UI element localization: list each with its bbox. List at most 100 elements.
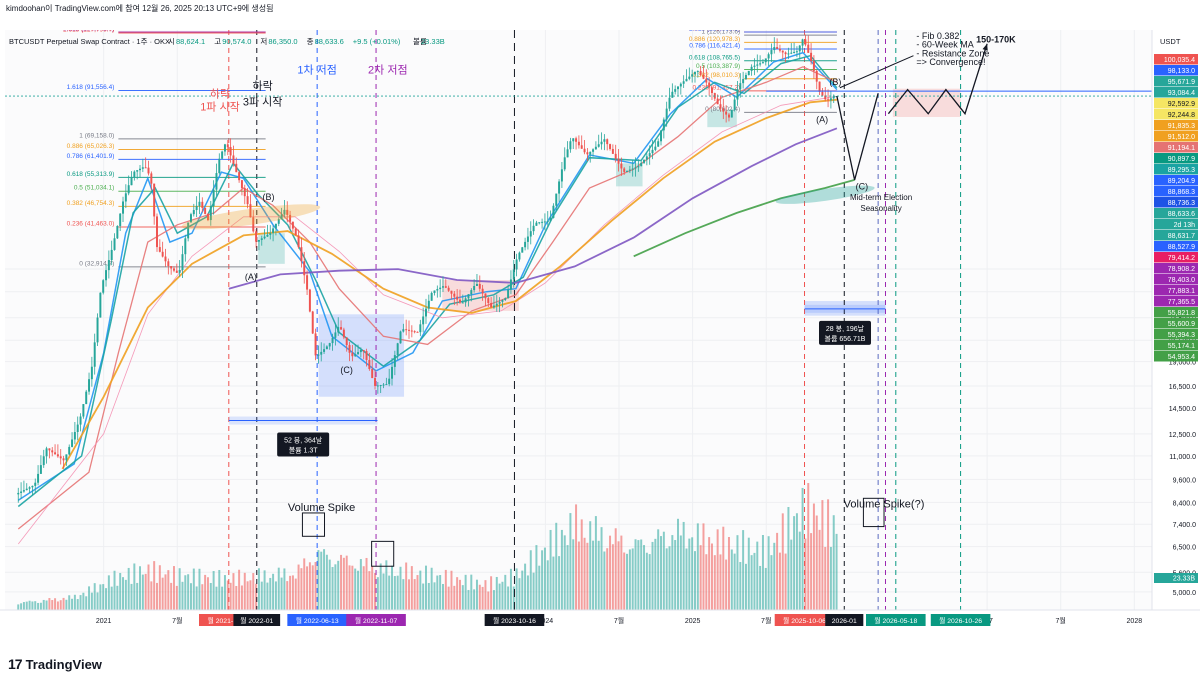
volume-bar [439,575,442,610]
volume-bar [671,535,674,610]
price-tag: 55,821.8 [1154,307,1198,318]
price-chart[interactable]: 4.236 (186,441.3)3.618 (164,043.0)2.618 … [0,0,1200,650]
candle-body [674,89,677,92]
date-marker-tag: 월 2022-11-07 [346,614,406,626]
volume-bar [102,584,105,610]
candle-body [291,221,294,229]
candle-body [677,86,679,90]
volume-bar [280,577,283,610]
volume-bar [526,575,529,610]
candle-body [512,269,515,280]
candle-body [744,74,747,80]
candle-body [206,213,209,221]
volume-bar [529,550,532,610]
volume-bar [609,535,612,610]
y-tick-label: 14,500.0 [1169,406,1196,413]
volume-bar [770,555,773,610]
volume-bar [357,570,360,610]
chart-annotation: Mid-term Election [850,193,912,202]
volume-bar [413,579,416,610]
candle-body [371,369,374,379]
candle-body [150,173,153,184]
chart-area[interactable]: 4.236 (186,441.3)3.618 (164,043.0)2.618 … [0,0,1200,650]
volume-bar [685,548,688,610]
price-tag-label: 78,908.2 [1168,266,1195,273]
candle-body [325,346,328,350]
candle-body [362,350,365,352]
x-tick-label: 7월 [1056,616,1066,625]
volume-bar [628,549,631,610]
volume-bar [62,597,65,610]
volume-bar [306,566,309,610]
volume-bar [767,536,770,610]
volume-bar [634,539,637,610]
volume-bar [677,518,679,610]
volume-bar [583,537,586,610]
volume-bar [28,600,31,610]
price-tag-label: 55,600.9 [1168,321,1195,328]
volume-bar [696,523,699,610]
price-tag: 78,908.2 [1154,263,1198,274]
volume-bar [311,565,314,610]
volume-bar [736,535,739,610]
volume-bar [555,522,558,610]
volume-bar [464,574,467,610]
volume-bar [425,565,427,610]
candle-body [829,98,832,101]
candle-body [62,458,65,461]
candle-body [28,487,31,489]
volume-bar [22,602,25,610]
projection-path [836,93,879,181]
footer [0,650,1200,682]
candle-body [311,311,314,334]
candle-body [736,89,739,100]
chart-annotation: 1차 저점 [297,64,337,77]
date-marker-bg [930,614,991,626]
price-tag-bg [1154,175,1198,186]
volume-bar [569,513,572,610]
candle-body [560,169,563,182]
x-tick-label: 7월 [172,616,182,625]
candle-body [787,53,790,55]
date-marker-label: 월 2022-01 [240,616,273,625]
volume-bar [827,499,830,610]
candle-body [59,456,62,459]
volume-bar [750,555,753,610]
highlight-ellipse [181,204,321,230]
candle-body [470,290,473,295]
volume-bar [371,565,374,610]
candle-body [668,97,671,109]
candle-body [759,63,762,65]
candle-body [552,205,555,218]
price-tag: 79,414.2 [1154,252,1198,263]
volume-bar [560,529,563,610]
candle-body [685,78,688,82]
candle-body [218,158,221,174]
volume-bar [235,585,238,610]
candle-body [189,214,192,223]
date-marker-label: 월 2026-10-26 [939,616,982,625]
volume-bar [795,513,798,610]
candle-body [192,210,195,215]
candle-body [611,148,614,154]
volume-bar [260,581,263,610]
candle-body [742,79,745,84]
price-tag-bg [1154,318,1198,329]
tradingview-logo[interactable]: 17 TradingView [8,656,102,672]
price-tag-bg [1154,197,1198,208]
volume-bar [614,528,617,610]
candle-body [815,70,818,82]
range-info-bg [277,432,330,457]
candle-body [662,119,665,131]
volume-bar [110,586,113,610]
candle-body [102,280,105,293]
volume-bar [325,554,328,610]
candle-body [357,352,360,355]
candle-body [577,141,580,146]
volume-bar [127,567,130,610]
candle-body [541,221,544,223]
volume-bar [643,545,646,610]
candle-body [255,231,258,242]
candle-body [634,167,637,169]
candle-body [691,74,694,77]
